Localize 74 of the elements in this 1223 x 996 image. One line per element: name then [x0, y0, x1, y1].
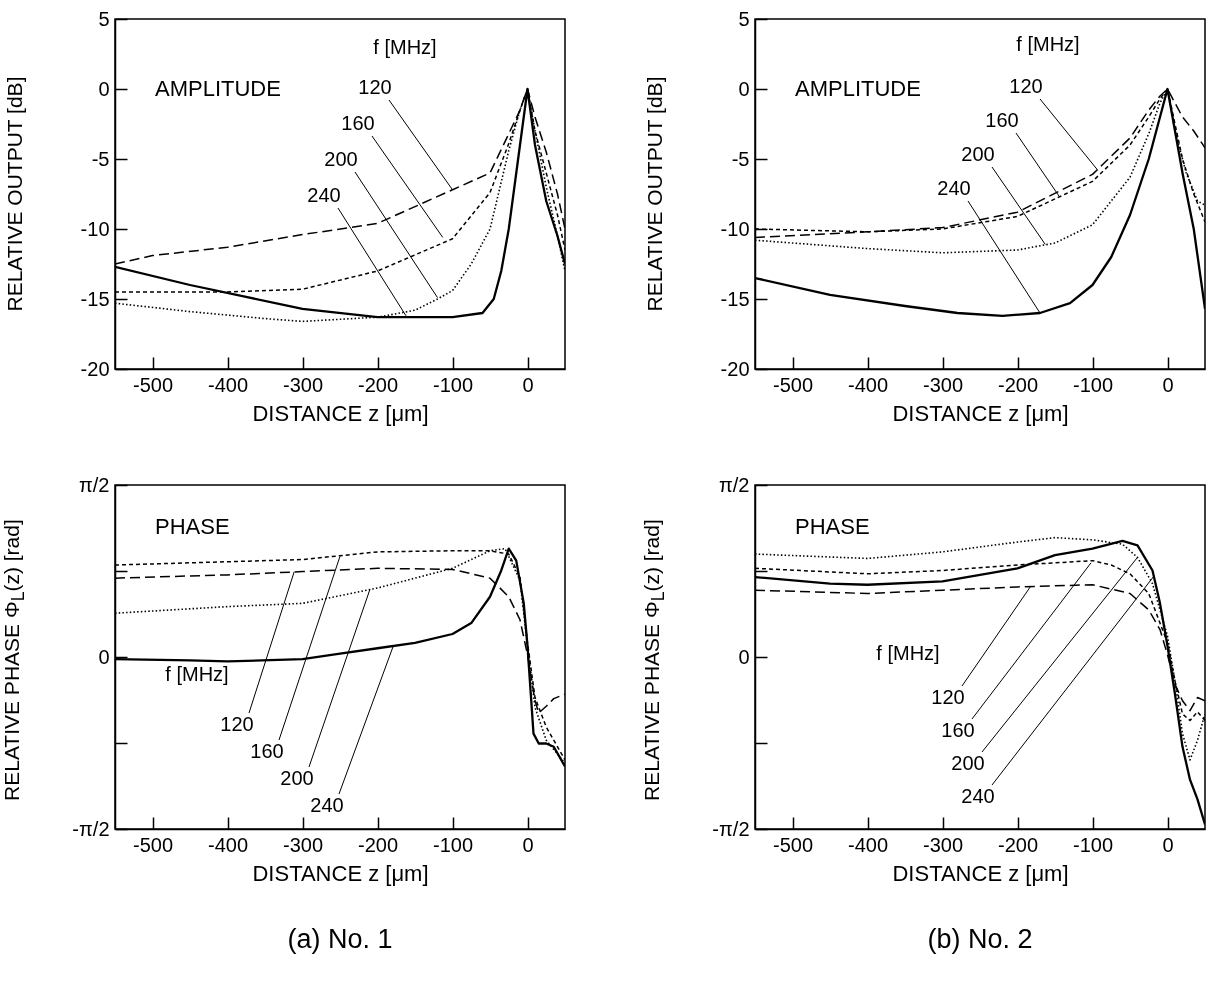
x-tick-label: -300: [922, 373, 964, 396]
annotation: 160: [941, 719, 975, 741]
x-tick-label: -400: [207, 833, 249, 856]
x-axis-title: DISTANCE z [μm]: [892, 860, 1069, 886]
x-tick-label: -400: [207, 373, 249, 396]
x-tick-label: -100: [432, 373, 474, 396]
text: (b) No. 2: [926, 924, 1034, 955]
x-tick-label: -500: [772, 833, 814, 856]
y-tick-label: -5: [731, 147, 750, 170]
x-tick-label: -400: [847, 833, 889, 856]
y-tick-label: -20: [720, 357, 750, 380]
y-tick-label: -15: [720, 287, 750, 310]
annotation: 200: [324, 148, 358, 170]
x-tick-label: -100: [432, 833, 474, 856]
x-tick-label: -200: [357, 833, 399, 856]
x-tick-label: -300: [282, 373, 324, 396]
annotation: 120: [358, 76, 392, 98]
x-axis-title: DISTANCE z [μm]: [252, 860, 429, 886]
annotation: 120: [220, 713, 254, 735]
y-tick-label: -10: [80, 217, 110, 240]
annotation: 160: [341, 112, 375, 134]
x-tick-label: -200: [997, 833, 1039, 856]
annotation: 200: [951, 752, 985, 774]
x-tick-label: 0: [522, 833, 534, 856]
legend-title: f [MHz]: [165, 663, 229, 685]
y-tick-label: -10: [720, 217, 750, 240]
y-tick-label: -π/2: [72, 817, 110, 840]
x-tick-label: -100: [1072, 373, 1114, 396]
legend-title: f [MHz]: [1016, 33, 1080, 55]
y-tick-label: 0: [98, 645, 110, 668]
x-tick-label: 0: [522, 373, 534, 396]
annotation: 240: [310, 794, 344, 816]
y-tick-label: 0: [738, 645, 750, 668]
annotation: 200: [280, 767, 314, 789]
y-tick-label: 0: [98, 77, 110, 100]
x-tick-label: -400: [847, 373, 889, 396]
annotation: 240: [937, 177, 971, 199]
x-tick-label: -500: [772, 373, 814, 396]
x-tick-label: -500: [132, 833, 174, 856]
annotation: 240: [307, 184, 341, 206]
x-tick-label: 0: [1162, 373, 1174, 396]
y-tick-label: -5: [91, 147, 110, 170]
annotation: 120: [931, 686, 965, 708]
legend-title: f [MHz]: [876, 642, 940, 664]
x-tick-label: -200: [997, 373, 1039, 396]
y-axis-title: RELATIVE OUTPUT [dB]: [643, 75, 667, 314]
x-tick-label: -500: [132, 373, 174, 396]
annotation: 200: [961, 143, 995, 165]
y-tick-label: -π/2: [712, 817, 750, 840]
y-tick-label: -15: [80, 287, 110, 310]
y-tick-label: 0: [738, 77, 750, 100]
y-tick-label: 5: [98, 7, 110, 30]
text: PHASE: [795, 514, 870, 539]
annotation: 160: [985, 109, 1019, 131]
annotation: 160: [250, 740, 284, 762]
x-tick-label: -300: [282, 833, 324, 856]
y-axis-title: RELATIVE OUTPUT [dB]: [3, 75, 27, 314]
x-axis-title: DISTANCE z [μm]: [892, 400, 1069, 426]
y-tick-label: 5: [738, 7, 750, 30]
text: AMPLITUDE: [155, 76, 281, 101]
y-tick-label: π/2: [719, 473, 750, 496]
x-tick-label: -100: [1072, 833, 1114, 856]
text: PHASE: [155, 514, 230, 539]
x-tick-label: 0: [1162, 833, 1174, 856]
legend-title: f [MHz]: [373, 36, 437, 58]
y-tick-label: -20: [80, 357, 110, 380]
x-tick-label: -300: [922, 833, 964, 856]
annotation: 240: [961, 785, 995, 807]
y-tick-label: π/2: [79, 473, 110, 496]
x-axis-title: DISTANCE z [μm]: [252, 400, 429, 426]
text: AMPLITUDE: [795, 76, 921, 101]
x-tick-label: -200: [357, 373, 399, 396]
text: (a) No. 1: [286, 924, 394, 955]
annotation: 120: [1009, 75, 1043, 97]
